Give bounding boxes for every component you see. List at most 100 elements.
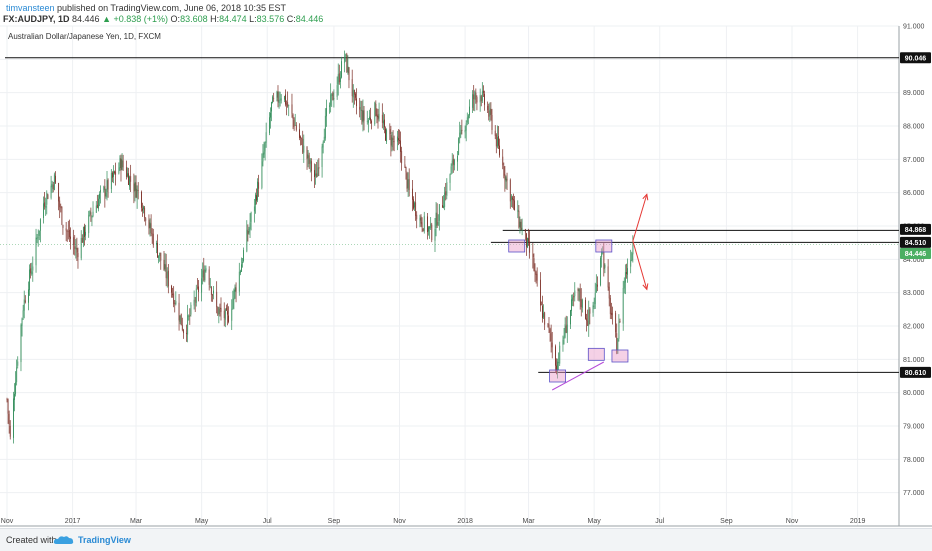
candle-body: [172, 293, 174, 295]
candle-body: [28, 289, 29, 303]
candle-body: [586, 318, 588, 321]
candle-body: [512, 197, 513, 200]
candle-body: [377, 115, 379, 120]
candle-body: [518, 210, 520, 227]
candle-body: [232, 298, 234, 309]
candle-body: [243, 250, 245, 261]
time-axis[interactable]: Nov 2017 Mar May Jul Sep Nov 2018 Mar May Jul Sep No…: [1, 518, 866, 525]
candle-body: [219, 307, 221, 309]
candle-body: [23, 299, 25, 311]
candle-body: [100, 189, 101, 193]
candle-body: [173, 293, 175, 305]
candle-body: [91, 216, 93, 218]
candle-body: [431, 224, 433, 241]
candle-body: [98, 198, 99, 209]
candle-body: [326, 108, 327, 117]
candle-body: [247, 231, 249, 235]
candle-body: [389, 129, 391, 135]
candle-body: [145, 218, 147, 221]
candle-body: [261, 161, 263, 188]
symbol-label: FX:AUDJPY, 1D: [3, 14, 70, 24]
author-link[interactable]: timvansteen: [6, 3, 55, 13]
candle-body: [6, 399, 8, 400]
candle-body: [198, 286, 199, 292]
candle-body: [227, 311, 228, 315]
candle-body: [76, 248, 78, 253]
candle-body: [96, 204, 98, 208]
candle-body: [202, 270, 204, 278]
time-tick-label: Sep: [720, 518, 733, 525]
price-tick-label: 88.000: [903, 124, 925, 131]
candle-body: [272, 96, 274, 104]
candle-body: [208, 269, 210, 285]
candle-body: [423, 216, 425, 232]
candle-body: [171, 285, 172, 293]
grid: [0, 25, 899, 526]
time-tick-label: 2017: [65, 518, 81, 525]
candle-body: [217, 307, 219, 315]
candle-body: [216, 291, 218, 308]
candle-body: [223, 310, 225, 319]
candle-body: [529, 241, 531, 253]
candle-body: [467, 115, 469, 119]
candle-body: [203, 269, 205, 281]
candle-body: [262, 153, 264, 162]
candle-body: [404, 164, 406, 168]
candle-body: [143, 206, 144, 210]
price-tick-label: 83.000: [903, 290, 925, 297]
candle-body: [543, 313, 545, 318]
candle-body: [579, 288, 581, 301]
candle-body: [609, 297, 611, 315]
candle-body: [336, 85, 338, 97]
candle-body: [204, 269, 206, 281]
candle-body: [73, 237, 75, 245]
candle-body: [474, 92, 476, 100]
price-tick-label: 89.000: [903, 90, 925, 97]
scenario-arrow-up-shaft: [632, 194, 648, 242]
candle-body: [549, 329, 551, 333]
candle-body: [346, 54, 348, 73]
candle-body: [363, 110, 365, 121]
candle-body: [70, 236, 71, 239]
candle-body: [295, 125, 297, 130]
candle-body: [566, 324, 568, 333]
candle-body: [119, 158, 121, 169]
candle-body: [37, 237, 39, 239]
candle-body: [589, 308, 591, 314]
candle-body: [348, 67, 350, 81]
candle-body: [452, 158, 454, 165]
price-axis[interactable]: 77.000 78.000 79.000 80.000 81.000 82.000 83.0…: [903, 24, 925, 498]
candle-body: [464, 129, 466, 133]
candle-body: [374, 102, 376, 124]
candle-body: [359, 106, 361, 110]
candle-body: [461, 129, 463, 131]
candle-body: [564, 324, 566, 338]
candle-body: [338, 73, 340, 83]
candle-body: [391, 137, 393, 148]
horizontal-levels: [0, 57, 899, 373]
candle-body: [144, 207, 146, 218]
candle-body: [38, 230, 40, 236]
candle-body: [21, 318, 23, 326]
candle-body: [562, 339, 564, 345]
time-tick-label: Jul: [263, 518, 272, 525]
candle-body: [114, 171, 115, 173]
price-tick-label: 80.000: [903, 390, 925, 397]
time-tick-label: Mar: [523, 518, 536, 525]
price-tag-box: [900, 52, 931, 64]
candle-body: [366, 121, 368, 122]
candle-body: [451, 160, 453, 166]
time-tick-label: Jul: [655, 518, 664, 525]
candle-body: [415, 202, 417, 216]
candle-body: [615, 313, 617, 333]
candle-body: [619, 321, 621, 323]
candle-body: [381, 114, 383, 123]
candle-body: [608, 286, 610, 299]
candle-body: [370, 117, 371, 121]
candle-body: [437, 221, 439, 225]
tradingview-logo[interactable]: TradingView: [78, 535, 131, 545]
candle-body: [520, 221, 522, 231]
price-tag-box: [900, 247, 931, 259]
candle-body: [588, 309, 590, 326]
